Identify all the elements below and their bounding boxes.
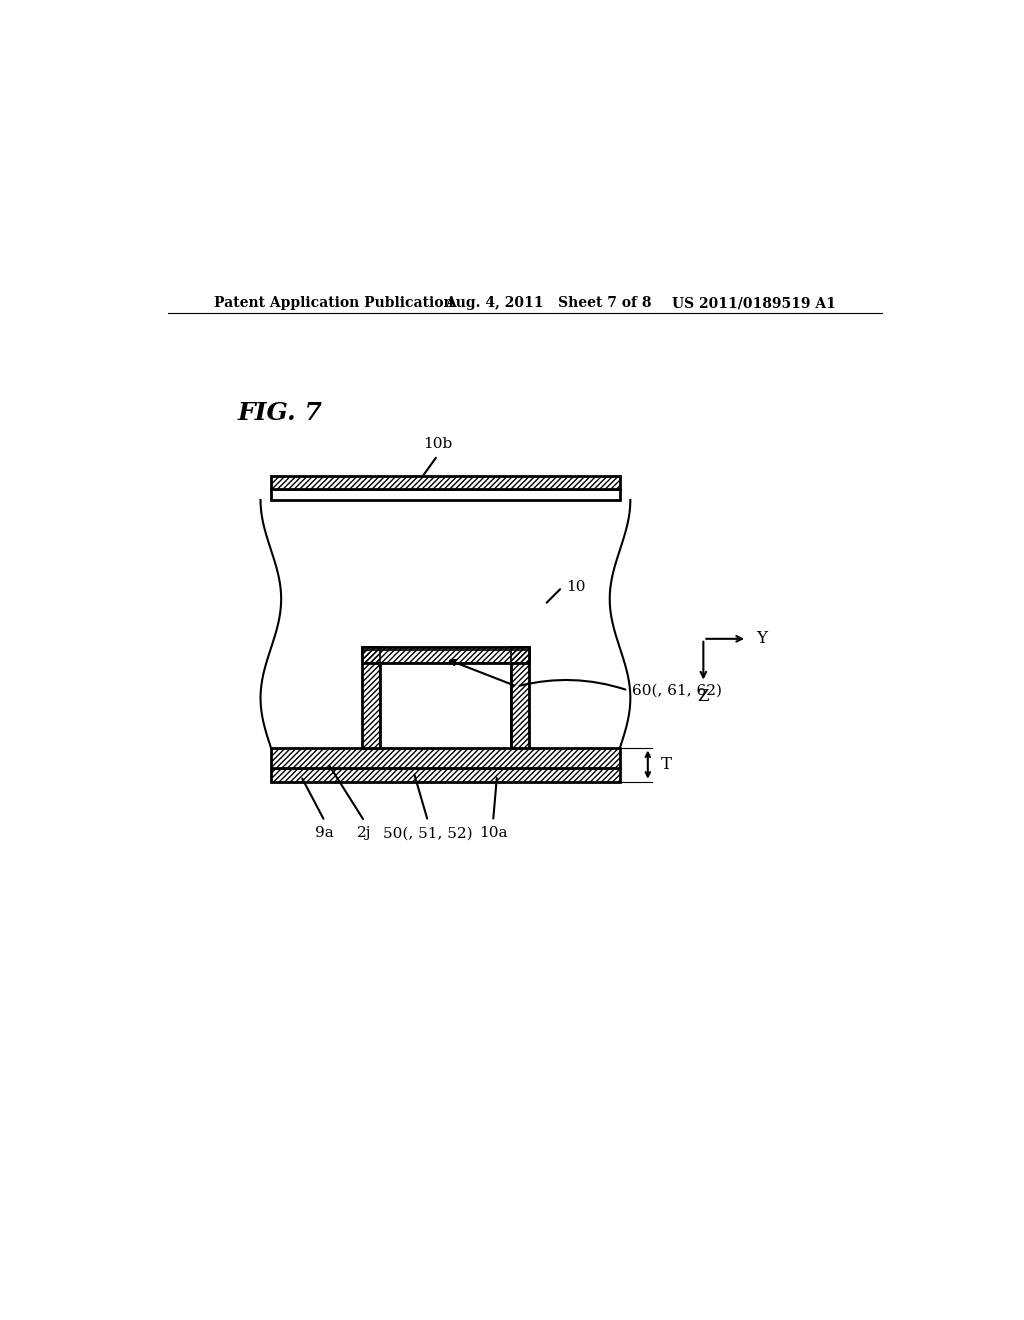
Text: US 2011/0189519 A1: US 2011/0189519 A1 [672, 296, 836, 310]
Text: 2j: 2j [357, 826, 372, 841]
Text: Y: Y [756, 631, 767, 647]
Bar [511, 647, 528, 747]
Bar [362, 647, 380, 747]
Bar [270, 747, 620, 768]
Text: 10a: 10a [479, 826, 507, 841]
Text: Patent Application Publication: Patent Application Publication [214, 296, 454, 310]
Bar [362, 647, 380, 747]
Text: 9a: 9a [315, 826, 334, 841]
Bar [270, 768, 620, 781]
Bar [511, 647, 528, 747]
Bar [270, 768, 620, 781]
Text: 10: 10 [566, 581, 586, 594]
Bar [270, 477, 620, 488]
Text: 50(, 51, 52): 50(, 51, 52) [383, 826, 473, 841]
Text: FIG. 7: FIG. 7 [238, 401, 323, 425]
Bar [270, 747, 620, 768]
Bar [362, 647, 528, 663]
Text: Z: Z [697, 688, 709, 705]
Text: 60(, 61, 62): 60(, 61, 62) [632, 684, 722, 697]
Text: T: T [660, 756, 672, 774]
Text: 10b: 10b [423, 437, 453, 450]
Bar [362, 647, 528, 663]
Bar [270, 477, 620, 488]
Bar [270, 488, 620, 500]
Text: Aug. 4, 2011   Sheet 7 of 8: Aug. 4, 2011 Sheet 7 of 8 [445, 296, 652, 310]
